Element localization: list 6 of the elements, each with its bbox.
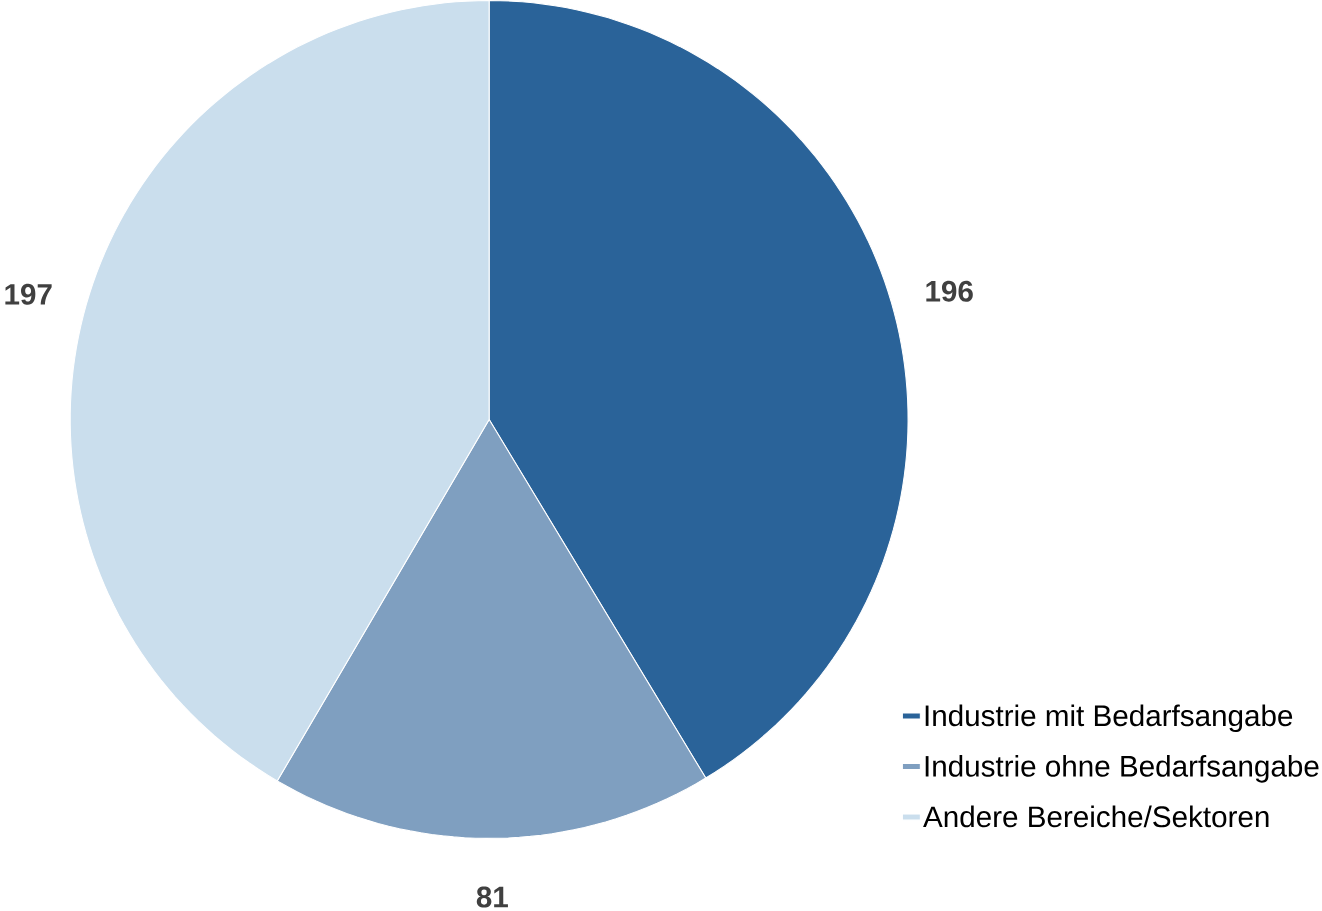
data-label: 196 xyxy=(926,280,973,302)
legend-label: Andere Bereiche/Sektoren xyxy=(923,805,1269,828)
data-label: 81 xyxy=(476,886,508,908)
legend-label: Industrie mit Bedarfsangabe xyxy=(925,704,1293,733)
data-label: 197 xyxy=(5,283,52,305)
legend-label: Industrie ohne Bedarfsangabe xyxy=(925,754,1319,783)
